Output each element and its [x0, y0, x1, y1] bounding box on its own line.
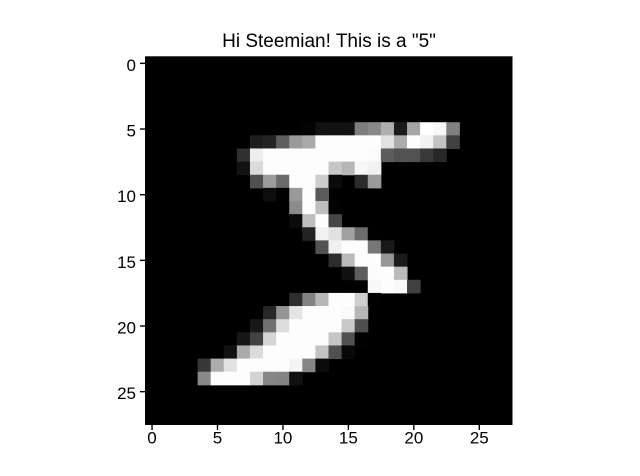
- svg-text:10: 10: [273, 429, 292, 448]
- svg-text:25: 25: [470, 429, 489, 448]
- svg-text:0: 0: [127, 56, 136, 75]
- svg-text:15: 15: [339, 429, 358, 448]
- svg-text:20: 20: [404, 429, 423, 448]
- svg-text:5: 5: [127, 121, 136, 140]
- svg-text:25: 25: [117, 384, 136, 403]
- svg-text:5: 5: [213, 429, 222, 448]
- svg-text:15: 15: [117, 253, 136, 272]
- svg-text:20: 20: [117, 318, 136, 337]
- svg-text:10: 10: [117, 187, 136, 206]
- svg-text:0: 0: [147, 429, 156, 448]
